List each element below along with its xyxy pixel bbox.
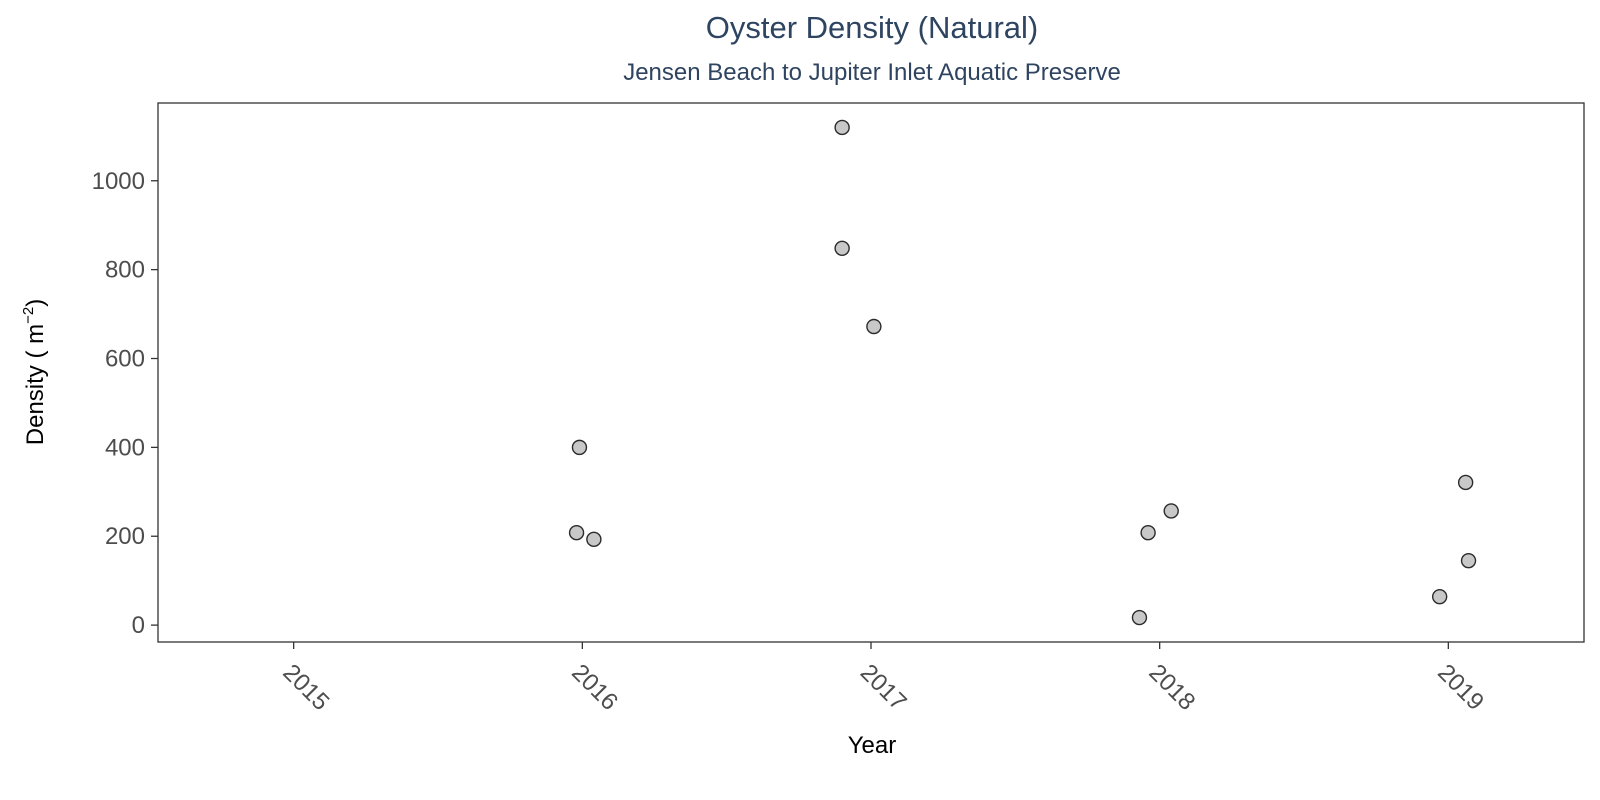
y-axis-label: Density ( m−2) (20, 299, 49, 445)
y-tick-label: 0 (132, 612, 145, 639)
chart-title: Oyster Density (Natural) (706, 10, 1038, 45)
x-tick-label: 2016 (566, 659, 623, 716)
data-point (1131, 609, 1148, 626)
y-tick-label: 1000 (92, 168, 145, 195)
data-point (1460, 552, 1477, 569)
y-tick-label: 400 (105, 434, 145, 461)
data-points (568, 119, 1477, 626)
x-axis: 2015 2016 2017 2018 2019 (278, 642, 1489, 716)
y-tick-label: 800 (105, 257, 145, 284)
x-tick-label: 2019 (1432, 659, 1489, 716)
data-point (1163, 503, 1179, 519)
plot-panel (157, 102, 1585, 643)
y-axis-label-close: ) (22, 299, 49, 307)
x-tick-label: 2015 (278, 659, 335, 716)
data-point (866, 318, 882, 335)
y-axis-label-main: Density ( m (22, 324, 49, 445)
x-tick-label: 2017 (855, 659, 912, 716)
y-tick-label: 600 (105, 346, 145, 373)
data-point (586, 531, 602, 548)
data-point (568, 524, 585, 541)
data-point (1431, 588, 1448, 605)
y-tick-label: 200 (105, 523, 145, 550)
data-point (571, 439, 588, 456)
x-tick-label: 2018 (1144, 659, 1201, 716)
y-axis-label-sup: −2 (20, 307, 37, 324)
data-point (834, 119, 850, 136)
data-point (1140, 524, 1156, 541)
y-axis: 0 200 400 600 800 1000 (92, 168, 158, 639)
x-axis-label: Year (848, 732, 897, 759)
data-point (834, 240, 850, 257)
data-point (1457, 474, 1474, 491)
chart-subtitle: Jensen Beach to Jupiter Inlet Aquatic Pr… (623, 59, 1121, 86)
